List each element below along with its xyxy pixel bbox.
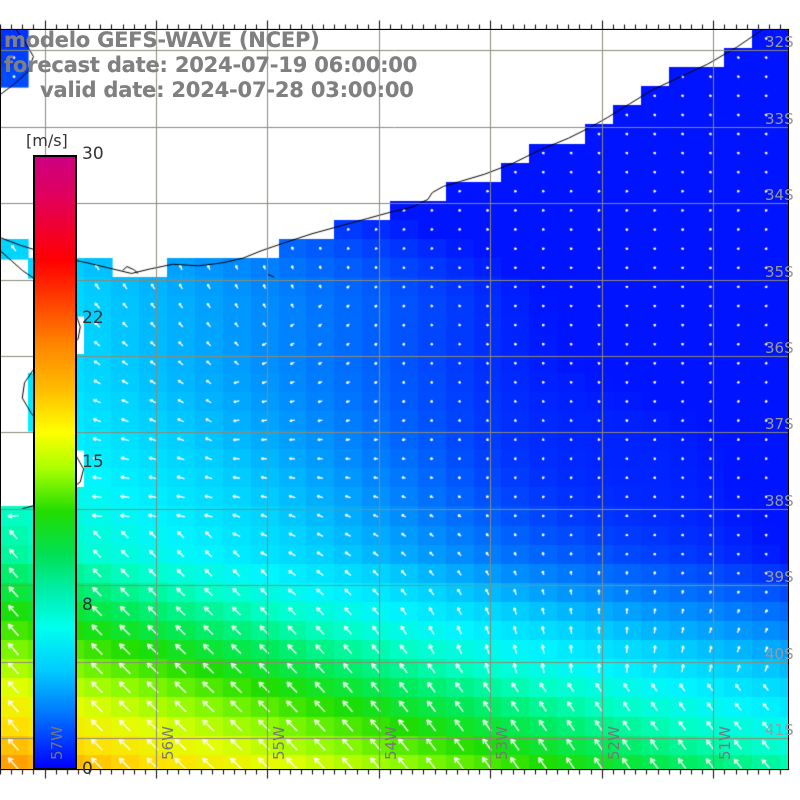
colorbar-gradient (33, 155, 77, 770)
colorbar-tick-30: 30 (82, 144, 104, 164)
colorbar-tick-22: 22 (82, 308, 104, 328)
frame-right (788, 29, 789, 770)
colorbar-tick-15: 15 (82, 451, 104, 472)
frame-top (0, 29, 789, 30)
colorbar[interactable] (33, 155, 77, 770)
frame-bottom (0, 769, 789, 770)
map-plot-area[interactable] (0, 29, 789, 770)
frame-left (0, 29, 1, 770)
graticule-grid (0, 29, 789, 770)
top-axis-ruler (0, 19, 800, 30)
colorbar-unit-label: [m/s] (26, 131, 68, 150)
colorbar-tick-0: 0 (82, 759, 93, 779)
colorbar-tick-8: 8 (82, 595, 93, 615)
bottom-axis-ruler (0, 769, 800, 780)
